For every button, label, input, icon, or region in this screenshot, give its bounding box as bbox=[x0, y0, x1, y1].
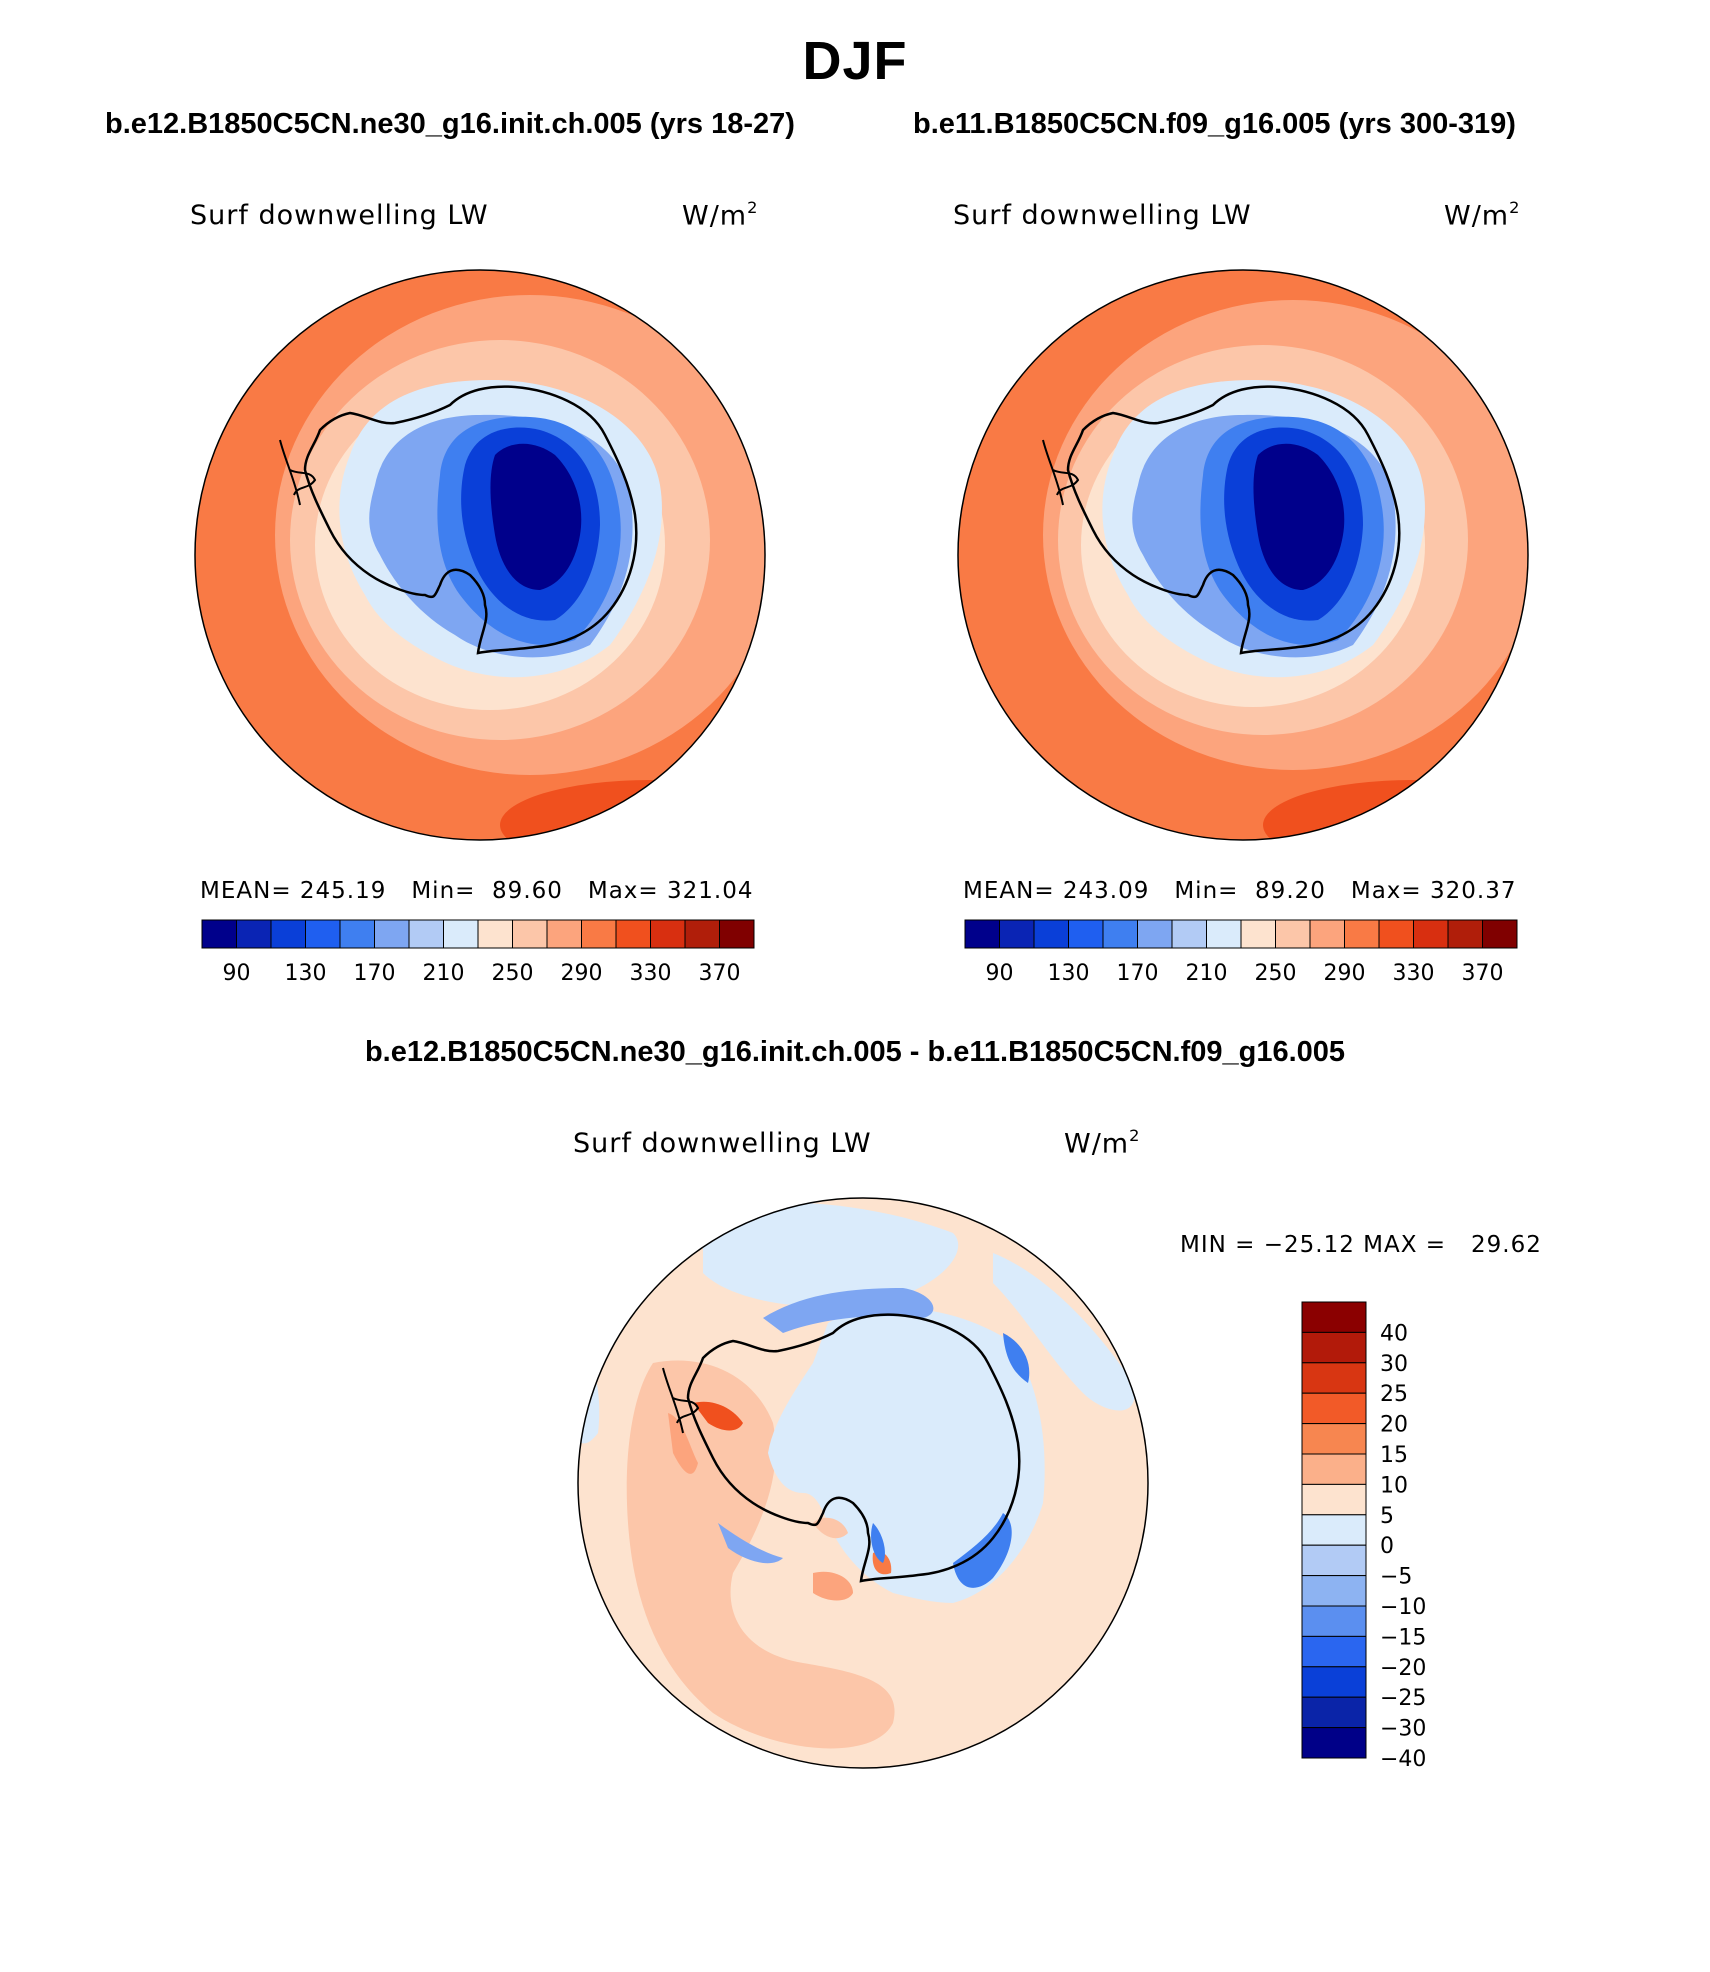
colorbar-tick-label: 370 bbox=[699, 961, 741, 986]
colorbar-swatch bbox=[1206, 919, 1242, 949]
colorbar-tick-label: 170 bbox=[354, 961, 396, 986]
colorbar-tick-label: 10 bbox=[1380, 1473, 1408, 1498]
colorbar-swatch bbox=[201, 919, 237, 949]
diff-minmax: MIN = −25.12 MAX = 29.62 bbox=[1180, 1232, 1542, 1258]
panel2-colorbar: 90 130 170 210 250 290 330 370 bbox=[964, 919, 1518, 986]
colorbar-tick-label: −5 bbox=[1380, 1565, 1412, 1590]
colorbar-swatch bbox=[1240, 919, 1276, 949]
colorbar-swatch bbox=[408, 919, 444, 949]
colorbar-swatch bbox=[999, 919, 1035, 949]
colorbar-tick-label: 330 bbox=[1393, 961, 1435, 986]
colorbar-swatch bbox=[236, 919, 272, 949]
colorbar-tick-label: 30 bbox=[1380, 1352, 1408, 1377]
colorbar-swatch bbox=[1301, 1696, 1367, 1729]
colorbar-swatch bbox=[1482, 919, 1518, 949]
colorbar-swatch bbox=[684, 919, 720, 949]
colorbar-swatch bbox=[615, 919, 651, 949]
colorbar-swatch bbox=[1309, 919, 1345, 949]
colorbar-tick-label: 20 bbox=[1380, 1413, 1408, 1438]
colorbar-swatch bbox=[546, 919, 582, 949]
colorbar-tick-label: −40 bbox=[1380, 1747, 1426, 1770]
colorbar-swatch bbox=[1275, 919, 1311, 949]
colorbar-swatch bbox=[964, 919, 1000, 949]
colorbar-tick-label: 250 bbox=[1255, 961, 1297, 986]
colorbar-tick-label: 90 bbox=[223, 961, 251, 986]
colorbar-swatch bbox=[1301, 1453, 1367, 1485]
colorbar-swatch bbox=[1301, 1514, 1367, 1546]
season-title: DJF bbox=[802, 31, 908, 91]
colorbar-tick-label: 0 bbox=[1380, 1534, 1394, 1559]
colorbar-swatch bbox=[305, 919, 341, 949]
panel2-variable: Surf downwelling LW bbox=[953, 200, 1252, 231]
colorbar-tick-label: −20 bbox=[1380, 1656, 1426, 1681]
colorbar-tick-label: 210 bbox=[1186, 961, 1228, 986]
colorbar-swatch bbox=[581, 919, 617, 949]
colorbar-tick-label: 130 bbox=[1048, 961, 1090, 986]
colorbar-swatch bbox=[1301, 1605, 1367, 1637]
panel1-case-title: b.e12.B1850C5CN.ne30_g16.init.ch.005 (yr… bbox=[105, 108, 795, 140]
panel1-stats: MEAN= 245.19 Min= 89.60 Max= 321.04 bbox=[200, 878, 754, 904]
colorbar-swatch bbox=[1171, 919, 1207, 949]
colorbar-swatch bbox=[339, 919, 375, 949]
diff-colorbar: 40 30 25 20 15 10 5 0 −5 −10 −15 −20 −25 −30 −40 bbox=[1301, 1301, 1426, 1770]
colorbar-tick-label: 290 bbox=[1324, 961, 1366, 986]
colorbar-tick-label: −25 bbox=[1380, 1686, 1426, 1711]
colorbar-tick-label: 130 bbox=[285, 961, 327, 986]
colorbar-swatch bbox=[270, 919, 306, 949]
colorbar-tick-label: 40 bbox=[1380, 1321, 1408, 1346]
colorbar-tick-label: 370 bbox=[1462, 961, 1504, 986]
diff-title: b.e12.B1850C5CN.ne30_g16.init.ch.005 - b… bbox=[364, 1036, 1346, 1068]
colorbar-swatch bbox=[1301, 1727, 1367, 1759]
colorbar-swatch bbox=[374, 919, 410, 949]
colorbar-swatch bbox=[1137, 919, 1173, 949]
colorbar-tick-label: 90 bbox=[986, 961, 1014, 986]
panel2-stats: MEAN= 243.09 Min= 89.20 Max= 320.37 bbox=[963, 878, 1517, 904]
colorbar-swatch bbox=[1301, 1301, 1367, 1333]
colorbar-swatch bbox=[1301, 1666, 1367, 1698]
colorbar-tick-label: 290 bbox=[561, 961, 603, 986]
colorbar-swatch bbox=[719, 919, 755, 949]
colorbar-swatch bbox=[650, 919, 686, 949]
colorbar-swatch bbox=[512, 919, 548, 949]
colorbar-swatch bbox=[1344, 919, 1380, 949]
colorbar-swatch bbox=[1447, 919, 1483, 949]
panel2-case-title: b.e11.B1850C5CN.f09_g16.005 (yrs 300-319… bbox=[913, 108, 1516, 140]
colorbar-tick-label: −15 bbox=[1380, 1625, 1426, 1650]
colorbar-swatch bbox=[477, 919, 513, 949]
colorbar-swatch bbox=[1102, 919, 1138, 949]
colorbar-swatch bbox=[1301, 1483, 1367, 1516]
diff-polar-map bbox=[577, 1197, 1149, 1769]
colorbar-swatch bbox=[1301, 1423, 1367, 1455]
colorbar-swatch bbox=[1378, 919, 1414, 949]
colorbar-tick-label: 15 bbox=[1380, 1443, 1408, 1468]
colorbar-swatch bbox=[1068, 919, 1104, 949]
panel2-units: W/m2 bbox=[1444, 198, 1521, 232]
colorbar-tick-label: 210 bbox=[423, 961, 465, 986]
colorbar-swatch bbox=[1301, 1635, 1367, 1668]
colorbar-tick-label: 25 bbox=[1380, 1382, 1408, 1407]
colorbar-swatch bbox=[1301, 1575, 1367, 1607]
colorbar-tick-label: −30 bbox=[1380, 1717, 1426, 1742]
panel1-polar-map bbox=[194, 269, 766, 841]
panel2-polar-map bbox=[957, 269, 1529, 841]
colorbar-tick-label: 170 bbox=[1117, 961, 1159, 986]
diff-variable: Surf downwelling LW bbox=[573, 1128, 872, 1159]
colorbar-swatch bbox=[1413, 919, 1449, 949]
colorbar-tick-label: −10 bbox=[1380, 1595, 1426, 1620]
colorbar-swatch bbox=[1301, 1392, 1367, 1425]
colorbar-swatch bbox=[1033, 919, 1069, 949]
colorbar-tick-label: 5 bbox=[1380, 1504, 1394, 1529]
panel1-colorbar: 90 130 170 210 250 290 330 370 bbox=[201, 919, 755, 986]
colorbar-swatch bbox=[1301, 1544, 1367, 1577]
colorbar-swatch bbox=[1301, 1331, 1367, 1364]
panel1-units: W/m2 bbox=[682, 198, 759, 232]
colorbar-tick-label: 330 bbox=[630, 961, 672, 986]
colorbar-swatch bbox=[1301, 1362, 1367, 1394]
colorbar-swatch bbox=[443, 919, 479, 949]
colorbar-tick-label: 250 bbox=[492, 961, 534, 986]
panel1-variable: Surf downwelling LW bbox=[190, 200, 489, 231]
diff-units: W/m2 bbox=[1064, 1126, 1141, 1160]
